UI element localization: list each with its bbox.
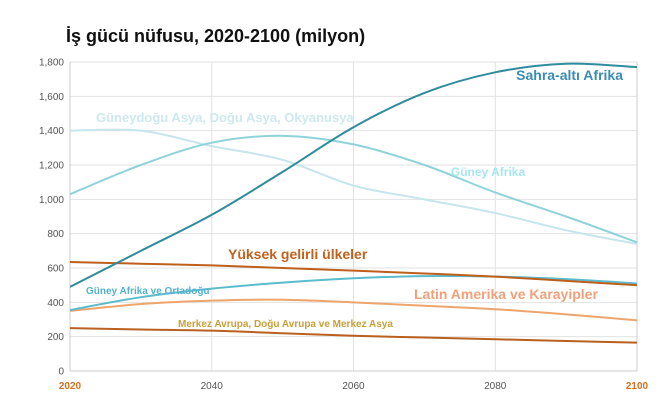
- x-tick-label: 2060: [342, 381, 365, 392]
- x-tick-label: 2020: [59, 381, 82, 392]
- y-tick-label: 1,800: [39, 58, 64, 69]
- y-tick-label: 1,400: [39, 126, 64, 137]
- series-line: [69, 134, 638, 244]
- x-tick-label: 2100: [626, 381, 649, 392]
- y-tick-label: 1,600: [39, 92, 64, 103]
- y-tick-label: 200: [47, 332, 64, 343]
- series-label: Sahra-altı Afrika: [516, 67, 623, 83]
- x-tick-label: 2080: [484, 381, 507, 392]
- series-label: Güneydoğu Asya, Doğu Asya, Okyanusya: [96, 110, 354, 125]
- y-tick-label: 1,000: [39, 195, 64, 206]
- x-tick-label: 2040: [201, 381, 224, 392]
- series-label: Yüksek gelirli ülkeler: [228, 246, 368, 262]
- chart-title: İş gücü nüfusu, 2020-2100 (milyon): [66, 26, 366, 46]
- series-label: Merkez Avrupa, Doğu Avrupa ve Merkez Asy…: [178, 319, 393, 330]
- series-line: [69, 128, 638, 245]
- series-label: Latin Amerika ve Karayipler: [414, 286, 598, 302]
- series-line: [69, 62, 638, 288]
- series-label: Güney Afrika ve Ortadoğu: [86, 286, 210, 297]
- y-tick-label: 400: [47, 298, 64, 309]
- series-label: Güney Afrika: [451, 165, 526, 179]
- series-line: [69, 327, 638, 344]
- y-tick-label: 0: [58, 367, 64, 378]
- series-line: [69, 298, 638, 322]
- y-tick-label: 1,200: [39, 161, 64, 172]
- series-line: [69, 274, 638, 312]
- y-tick-label: 600: [47, 264, 64, 275]
- y-tick-label: 800: [47, 229, 64, 240]
- series-line: [69, 260, 638, 287]
